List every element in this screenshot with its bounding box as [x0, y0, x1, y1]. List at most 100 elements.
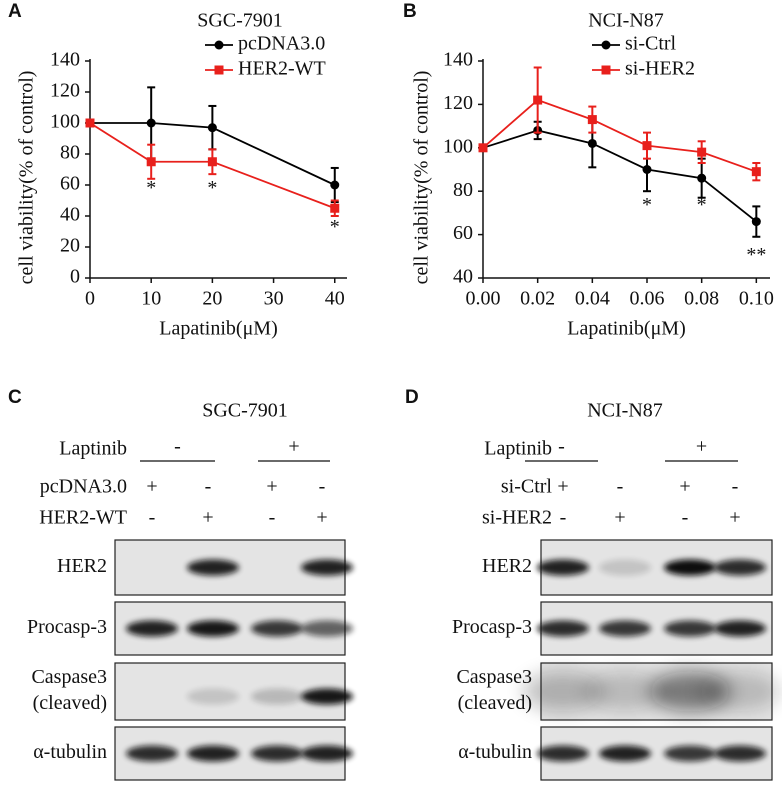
marker: [478, 143, 488, 153]
row-sign: +: [729, 507, 740, 529]
marker: [533, 95, 543, 105]
band: [187, 745, 239, 762]
row-sign: +: [679, 476, 690, 498]
treatment-sign: +: [288, 436, 299, 458]
row-label: si-Ctrl: [501, 476, 553, 498]
legend-label: HER2-WT: [238, 58, 326, 80]
band: [301, 688, 353, 705]
band: [523, 671, 603, 712]
row-sign: +: [202, 507, 213, 529]
marker: [146, 157, 156, 167]
treatment-label: Laptinib: [59, 438, 127, 460]
panel-label: D: [405, 387, 419, 408]
annotation: **: [746, 244, 766, 266]
x-tick-label: 0.10: [739, 288, 774, 310]
band-label: Caspase3: [31, 666, 107, 688]
panel-label: C: [8, 387, 22, 408]
legend-marker: [601, 40, 611, 50]
y-tick-label: 60: [453, 222, 473, 244]
row-label: si-HER2: [482, 507, 552, 529]
series-line: [482, 129, 757, 223]
band: [700, 671, 780, 712]
band: [599, 745, 651, 762]
marker: [587, 115, 597, 125]
marker: [697, 173, 707, 183]
x-tick-label: 0.06: [630, 288, 665, 310]
marker: [330, 180, 340, 190]
band: [301, 620, 353, 637]
x-axis-label: Lapatinib(μM): [159, 318, 277, 340]
band: [714, 559, 766, 576]
band: [126, 620, 178, 637]
marker: [697, 147, 707, 157]
y-tick-label: 0: [70, 266, 80, 288]
y-tick-label: 100: [50, 111, 80, 133]
band: [599, 620, 651, 637]
band-label: HER2: [482, 555, 532, 577]
annotation: *: [642, 194, 652, 216]
annotation: *: [697, 194, 707, 216]
row-sign: +: [316, 507, 327, 529]
treatment-sign: +: [696, 436, 707, 458]
y-tick-label: 120: [50, 80, 80, 102]
band: [251, 620, 303, 637]
row-sign: +: [614, 507, 625, 529]
band: [664, 745, 716, 762]
band: [714, 620, 766, 637]
treatment-label: Laptinib: [484, 438, 552, 460]
band: [187, 688, 239, 705]
band-label: (cleaved): [458, 692, 532, 714]
band: [537, 559, 589, 576]
band: [187, 559, 239, 576]
band-label: (cleaved): [33, 692, 107, 714]
band: [664, 620, 716, 637]
band: [301, 559, 353, 576]
row-sign: -: [205, 476, 212, 498]
row-sign: -: [682, 507, 689, 529]
y-axis-label: cell viability(% of control): [16, 71, 38, 285]
row-sign: -: [269, 507, 276, 529]
series-line: [482, 99, 757, 173]
x-tick-label: 0.02: [520, 288, 555, 310]
band: [301, 745, 353, 762]
band: [664, 559, 716, 576]
band: [714, 745, 766, 762]
panel-label: B: [403, 1, 417, 22]
x-tick-label: 10: [141, 288, 161, 310]
band: [537, 745, 589, 762]
x-tick-label: 40: [325, 288, 345, 310]
x-tick-label: 0.08: [684, 288, 719, 310]
y-tick-label: 80: [453, 179, 473, 201]
legend-marker: [601, 65, 611, 75]
marker: [146, 118, 156, 128]
y-tick-label: 40: [453, 266, 473, 288]
y-tick-label: 40: [60, 204, 80, 226]
y-tick-label: 140: [443, 49, 473, 71]
row-sign: -: [617, 476, 624, 498]
marker: [85, 118, 95, 128]
x-axis-label: Lapatinib(μM): [567, 318, 685, 340]
marker: [330, 203, 340, 213]
row-sign: -: [149, 507, 156, 529]
y-tick-label: 140: [50, 49, 80, 71]
row-label: HER2-WT: [39, 507, 127, 529]
panel-label: A: [8, 1, 22, 22]
legend-marker: [214, 65, 224, 75]
band-label: α-tubulin: [33, 741, 107, 763]
treatment-sign: -: [174, 436, 181, 458]
row-sign: -: [560, 507, 567, 529]
row-sign: +: [146, 476, 157, 498]
band: [537, 620, 589, 637]
x-tick-label: 0.00: [466, 288, 501, 310]
marker: [751, 167, 761, 177]
band: [251, 745, 303, 762]
y-tick-label: 20: [60, 235, 80, 257]
band: [126, 745, 178, 762]
x-tick-label: 20: [202, 288, 222, 310]
row-sign: -: [732, 476, 739, 498]
band-label: Procasp-3: [452, 616, 532, 638]
x-tick-label: 0.04: [575, 288, 610, 310]
marker: [207, 123, 217, 133]
annotation: *: [207, 177, 217, 199]
